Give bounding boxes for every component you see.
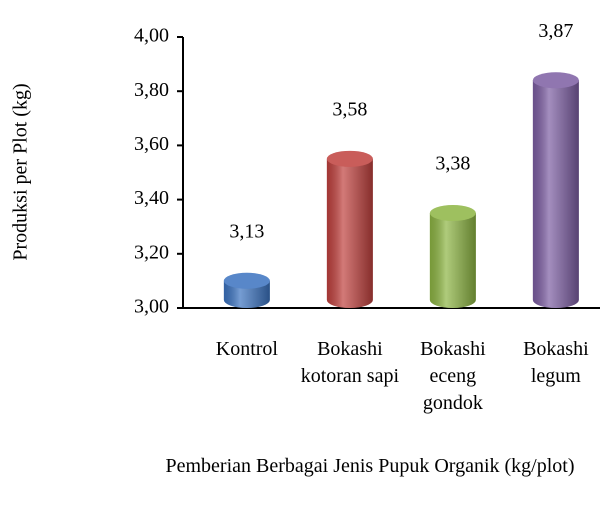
x-tick-label: Bokashi kotoran sapi	[300, 338, 400, 387]
data-label: 3,38	[435, 153, 470, 175]
data-label: 3,13	[229, 220, 264, 242]
y-tick-label: 3,20	[134, 241, 169, 263]
x-axis-title: Pemberian Berbagai Jenis Pupuk Organik (…	[165, 455, 575, 477]
y-tick-label: 3,00	[134, 296, 169, 318]
bar	[429, 205, 476, 308]
x-tick-label: Bokashi eceng gondok	[420, 338, 486, 414]
y-tick-label: 3,60	[134, 133, 169, 155]
y-tick-label: 3,80	[134, 79, 169, 101]
x-tick-label: Bokashi legum	[523, 338, 589, 387]
y-tick-label: 3,40	[134, 187, 169, 209]
bar	[326, 150, 373, 308]
bar	[532, 72, 579, 308]
y-axis-title: Produksi per Plot (kg)	[10, 83, 32, 260]
y-tick-label: 4,00	[134, 25, 169, 47]
data-label: 3,87	[538, 20, 573, 42]
bar	[223, 272, 270, 308]
x-tick-label: Kontrol	[215, 338, 278, 360]
data-label: 3,58	[332, 98, 367, 120]
